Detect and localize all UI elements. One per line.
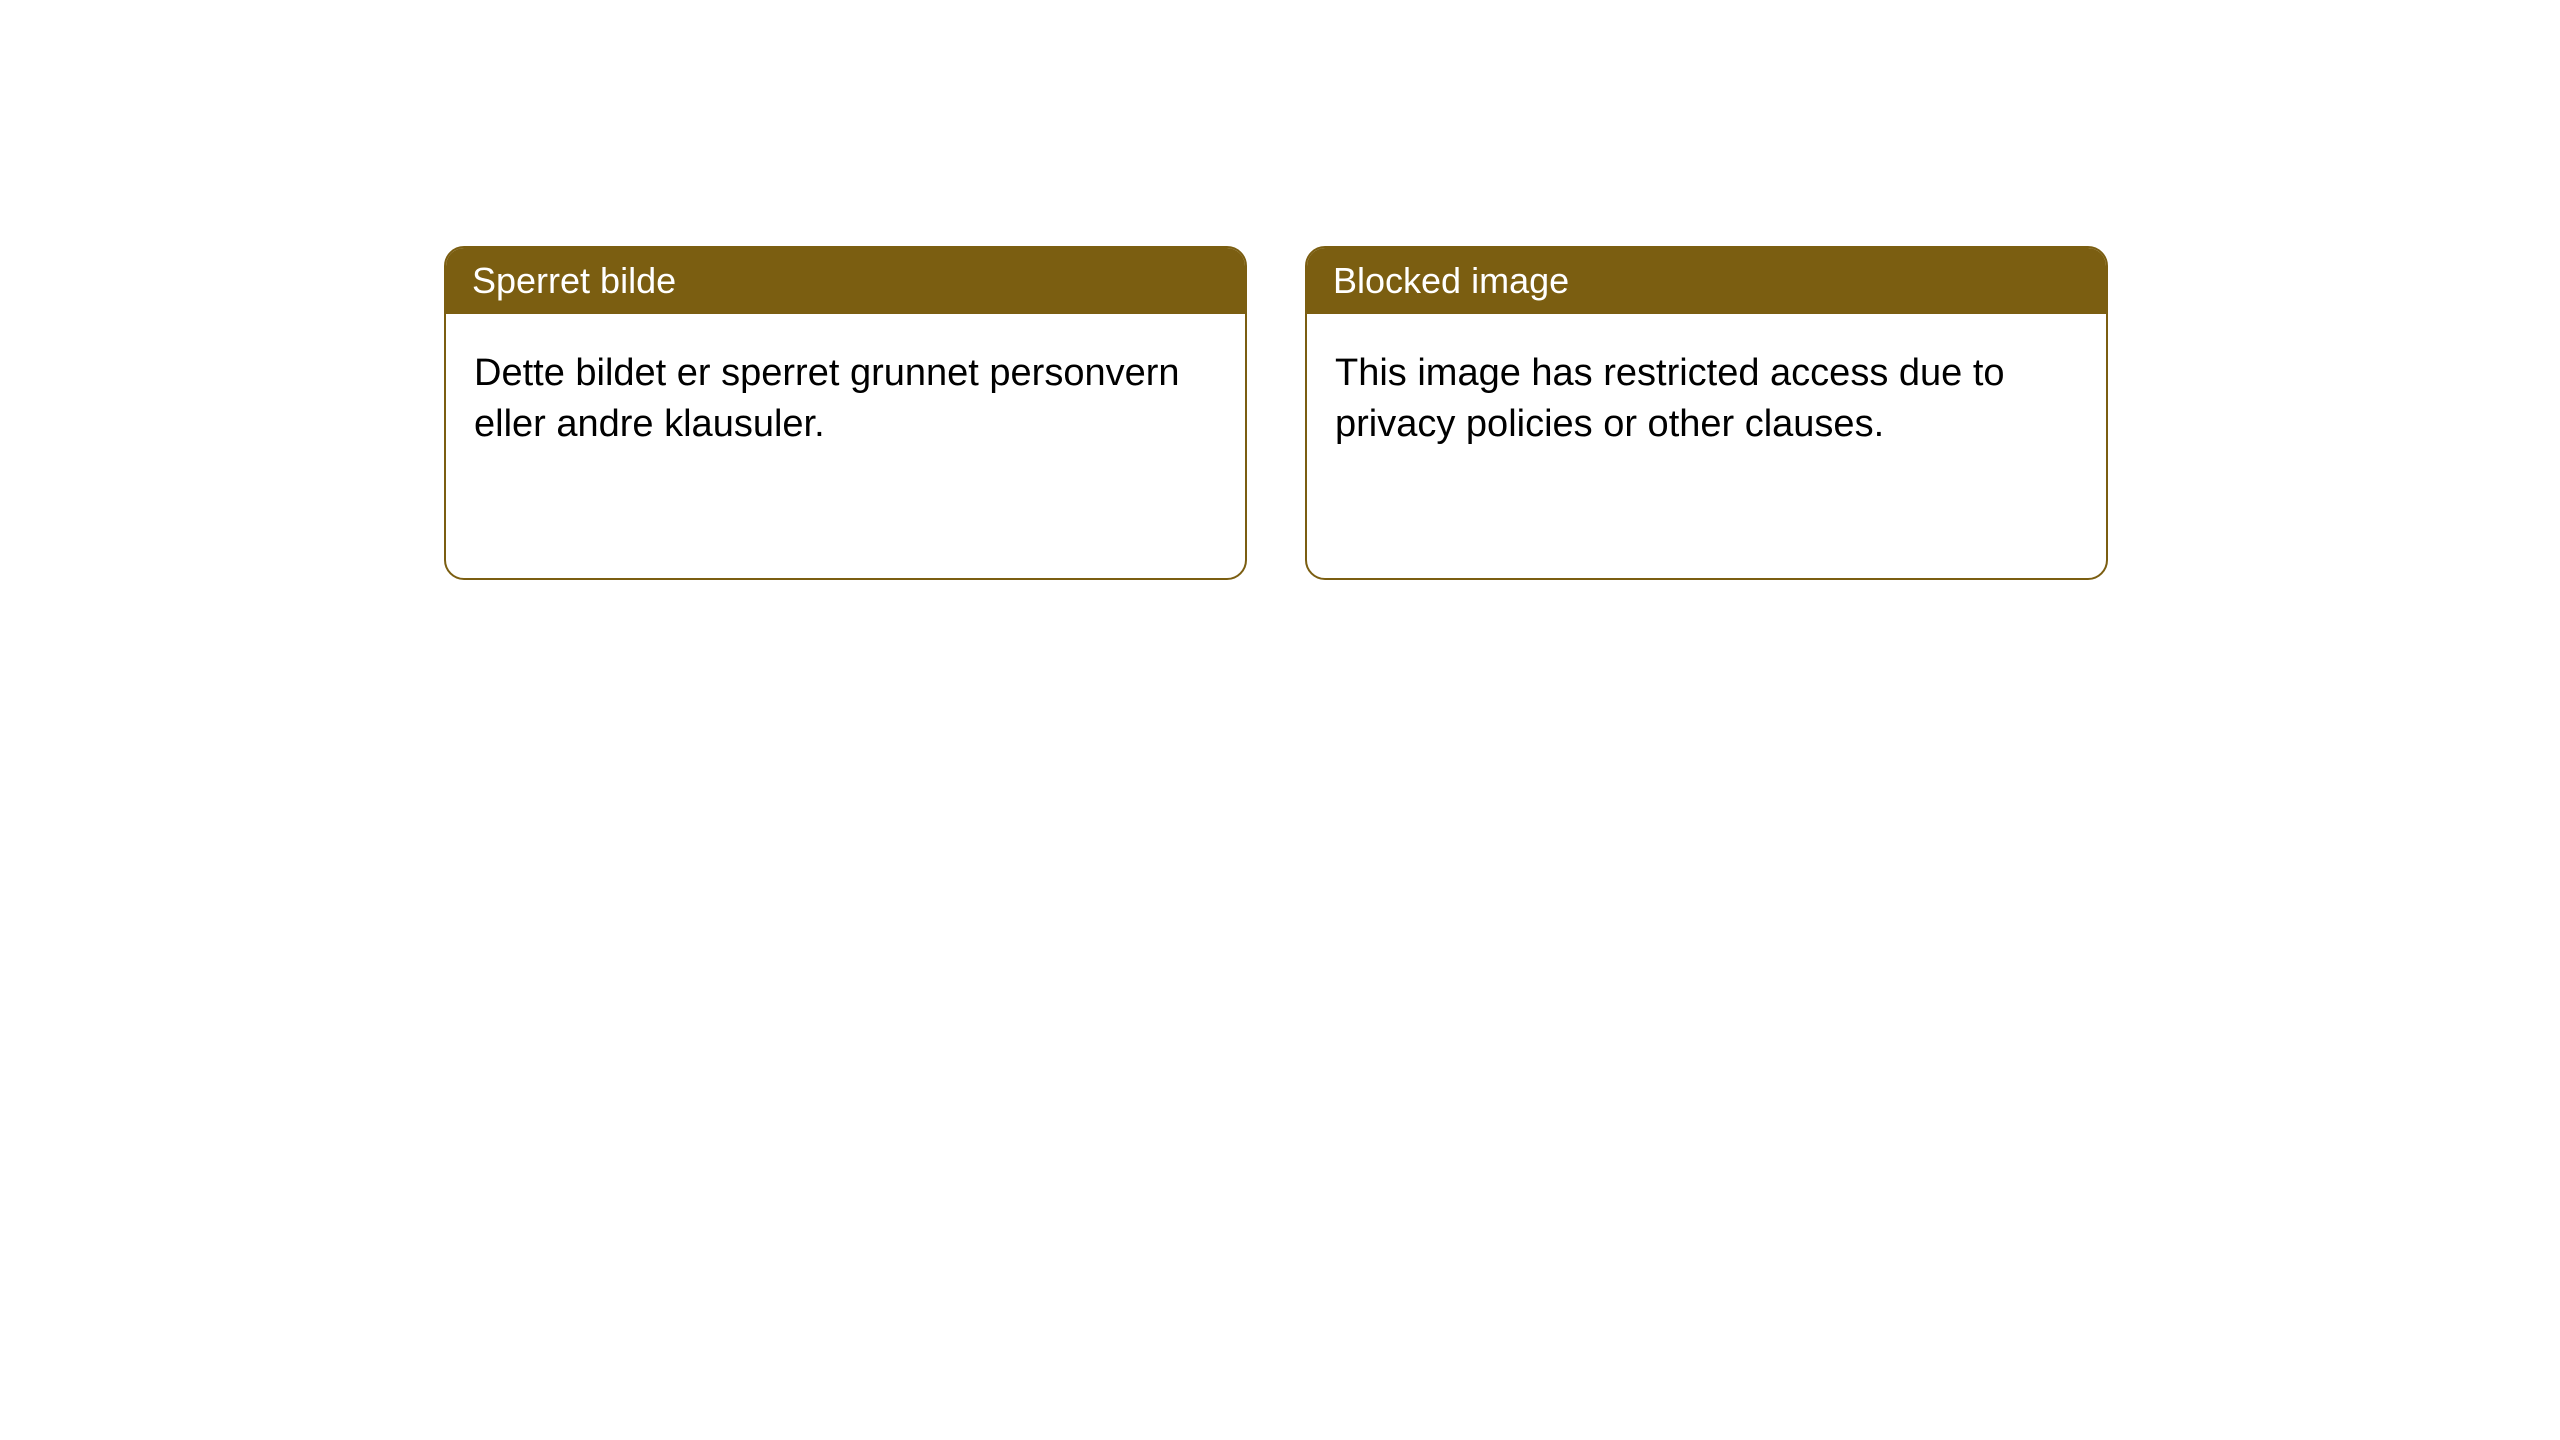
blocked-image-card-no: Sperret bilde Dette bildet er sperret gr…	[444, 246, 1247, 580]
card-body-no: Dette bildet er sperret grunnet personve…	[446, 314, 1245, 485]
card-header-no: Sperret bilde	[446, 248, 1245, 314]
notice-container: Sperret bilde Dette bildet er sperret gr…	[0, 0, 2560, 580]
blocked-image-card-en: Blocked image This image has restricted …	[1305, 246, 2108, 580]
card-body-en: This image has restricted access due to …	[1307, 314, 2106, 485]
card-header-en: Blocked image	[1307, 248, 2106, 314]
